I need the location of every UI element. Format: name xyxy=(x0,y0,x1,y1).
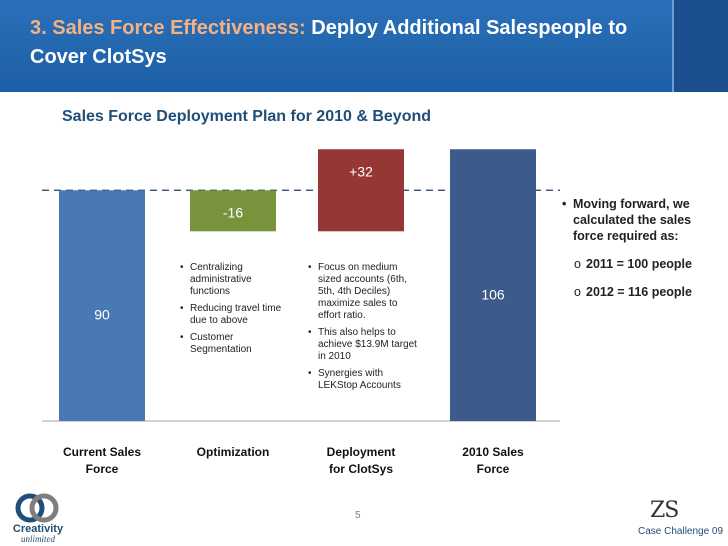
sidebar-notes: Moving forward, we calculated the sales … xyxy=(562,196,712,300)
title-accent: 3. Sales Force Effectiveness: xyxy=(30,17,306,39)
bar-deployment-for-clotsys xyxy=(318,149,404,232)
sidebar-sub-2011: 2011 = 100 people xyxy=(562,256,712,272)
creativity-logo: Creativity unlimited xyxy=(13,493,64,544)
category-label: Optimization xyxy=(197,445,270,459)
bar-value-label: 90 xyxy=(94,306,110,322)
note-item: This also helps to achieve $13.9M target… xyxy=(308,327,420,363)
bar-value-label: -16 xyxy=(223,204,243,220)
note-item: Reducing travel time due to above xyxy=(180,303,292,327)
deployment-notes: Focus on medium sized accounts (6th, 5th… xyxy=(308,262,420,397)
category-label: Force xyxy=(477,462,510,476)
category-label: 2010 Sales xyxy=(462,445,524,459)
logo-tagline: unlimited xyxy=(21,534,55,544)
note-item: Focus on medium sized accounts (6th, 5th… xyxy=(308,262,420,322)
bar-current-sales-force xyxy=(59,190,145,421)
header-bar: 3. Sales Force Effectiveness: Deploy Add… xyxy=(0,0,728,92)
sidebar-main-point: Moving forward, we calculated the sales … xyxy=(562,196,712,244)
note-item: Synergies with LEKStop Accounts xyxy=(308,368,420,392)
note-item: Centralizing administrative functions xyxy=(180,262,292,298)
header-stripe xyxy=(672,0,728,92)
category-label: for ClotSys xyxy=(329,462,393,476)
optimization-notes: Centralizing administrative functions Re… xyxy=(180,262,292,361)
bar-value-label: +32 xyxy=(349,163,373,179)
title-rest: Deploy Additional Salespeople to Cover C… xyxy=(30,17,628,68)
logo-name: Creativity xyxy=(13,523,64,535)
bar-2010-sales-force xyxy=(450,149,536,421)
sidebar-sub-2012: 2012 = 116 people xyxy=(562,284,712,300)
chart-title: Sales Force Deployment Plan for 2010 & B… xyxy=(62,108,432,125)
zs-logo: ZS xyxy=(650,498,679,523)
note-item: Customer Segmentation xyxy=(180,332,292,356)
bar-optimization xyxy=(190,190,276,232)
bar-value-label: 106 xyxy=(481,286,505,302)
category-label: Current Sales xyxy=(63,445,141,459)
category-label: Deployment xyxy=(327,445,396,459)
page-number: 5 xyxy=(355,510,361,521)
case-label: Case Challenge 09 xyxy=(638,526,724,537)
slide-title: 3. Sales Force Effectiveness: Deploy Add… xyxy=(30,14,670,72)
category-label: Force xyxy=(86,462,119,476)
